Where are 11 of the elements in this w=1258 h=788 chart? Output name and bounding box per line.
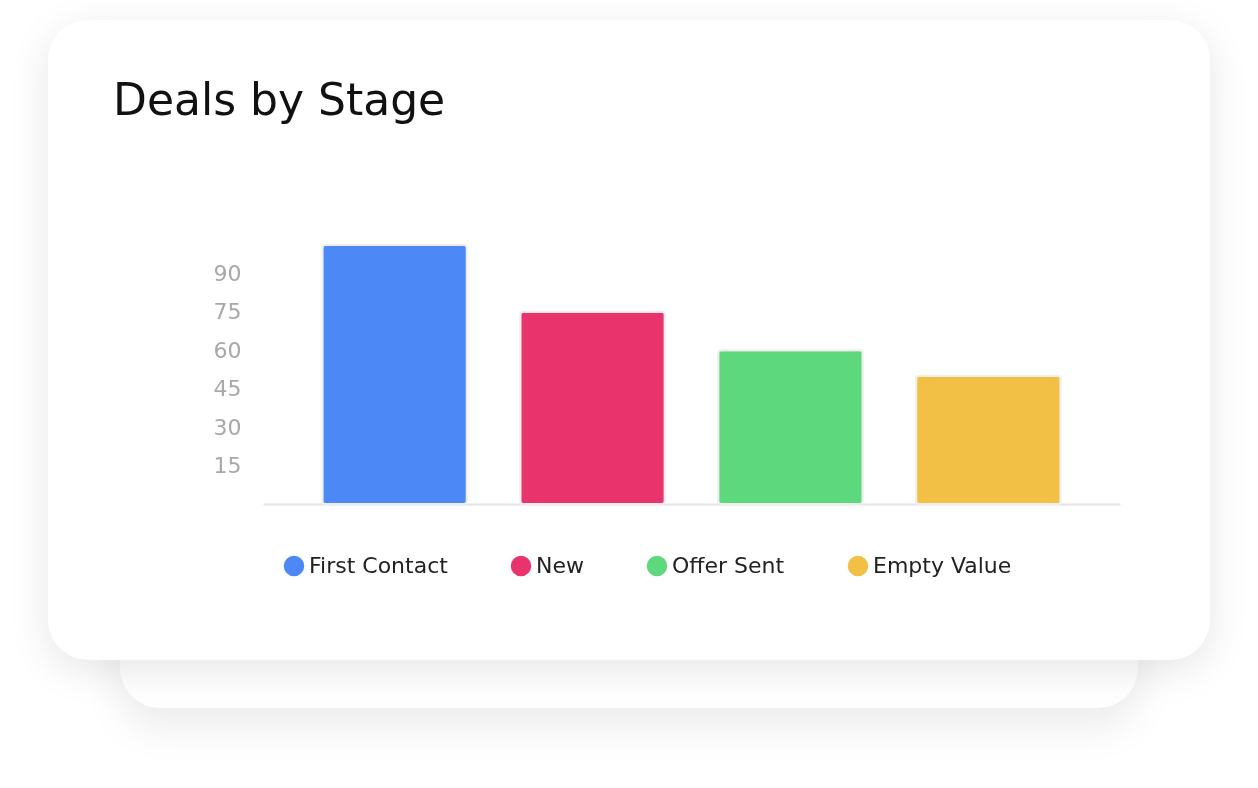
- y-tick-label: 60: [213, 337, 242, 363]
- y-tick-label: 45: [213, 376, 242, 402]
- y-tick-label: 30: [213, 414, 242, 440]
- y-tick-label: 15: [213, 453, 242, 479]
- legend-label: Offer Sent: [672, 553, 785, 578]
- legend-label: First Contact: [309, 553, 449, 578]
- legend-label: Empty Value: [873, 553, 1012, 578]
- y-tick-label: 90: [213, 260, 242, 286]
- chart-title: Deals by Stage: [113, 74, 446, 125]
- y-tick-label: 75: [213, 299, 242, 325]
- legend-label: New: [536, 553, 584, 578]
